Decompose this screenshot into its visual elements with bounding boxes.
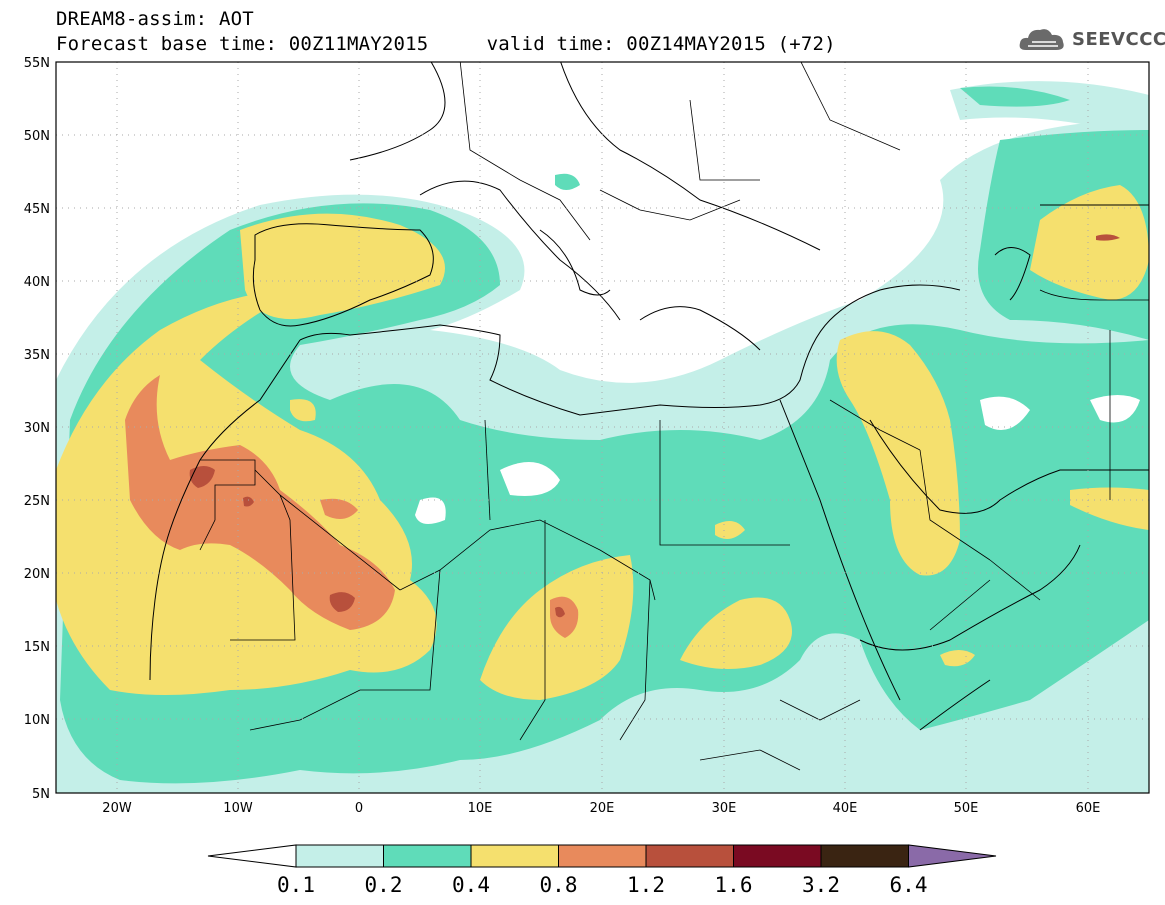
colorbar-segment — [470, 844, 559, 868]
colorbar-segment — [645, 844, 734, 868]
coastlines — [149, 62, 1149, 731]
lat-label: 45N — [24, 202, 50, 217]
lon-label: 10W — [223, 801, 253, 816]
colorbar-segment — [383, 844, 472, 868]
lon-label: 10E — [468, 801, 493, 816]
lat-label: 15N — [24, 640, 50, 655]
colorbar — [207, 844, 997, 868]
lon-label: 50E — [954, 801, 979, 816]
colorbar-label: 0.1 — [277, 873, 315, 897]
lat-label: 5N — [32, 787, 50, 802]
lon-label: 60E — [1076, 801, 1101, 816]
lat-label: 10N — [24, 713, 50, 728]
aot-clear-patches — [415, 395, 1140, 524]
seevccc-logo: SEEVCCC — [1018, 24, 1165, 54]
logo-text: SEEVCCC — [1072, 28, 1165, 50]
colorbar-label: 1.2 — [627, 873, 665, 897]
cloud-logo-icon — [1019, 29, 1064, 50]
lon-label: 30E — [712, 801, 737, 816]
lat-label: 50N — [24, 129, 50, 144]
colorbar-low-arrow — [207, 844, 297, 868]
colorbar-label: 1.6 — [715, 873, 753, 897]
forecast-time-subtitle: Forecast base time: 00Z11MAY2015 valid t… — [56, 33, 836, 55]
lat-label: 35N — [24, 348, 50, 363]
aot-level-1.2 — [189, 234, 1120, 618]
lon-label: 20E — [590, 801, 615, 816]
colorbar-label: 0.4 — [452, 873, 490, 897]
lat-label: 20N — [24, 567, 50, 582]
colorbar-label: 3.2 — [802, 873, 840, 897]
latitude-labels: 55N 50N 45N 40N 35N 30N 25N 20N 15N 10N … — [24, 56, 50, 802]
aot-level-0.8 — [125, 375, 579, 638]
lat-label: 25N — [24, 494, 50, 509]
map-frame — [55, 61, 1150, 794]
colorbar-label: 0.8 — [540, 873, 578, 897]
colorbar-segment — [295, 844, 384, 868]
colorbar-segment — [558, 844, 647, 868]
chart-title: DREAM8-assim: AOT — [56, 8, 254, 30]
lat-label: 55N — [24, 56, 50, 71]
colorbar-labels: 0.1 0.2 0.4 0.8 1.2 1.6 3.2 6.4 — [277, 873, 927, 897]
graticule — [56, 62, 1149, 793]
lon-label: 20W — [102, 801, 132, 816]
longitude-labels: 20W 10W 0 10E 20E 30E 40E 50E 60E — [102, 801, 1100, 816]
lat-label: 40N — [24, 275, 50, 290]
colorbar-label: 6.4 — [890, 873, 928, 897]
colorbar-high-arrow — [908, 844, 997, 868]
lon-label: 0 — [355, 801, 363, 816]
lon-label: 40E — [833, 801, 858, 816]
lat-label: 30N — [24, 421, 50, 436]
colorbar-label: 0.2 — [365, 873, 403, 897]
colorbar-segment — [820, 844, 909, 868]
country-borders — [199, 62, 1149, 771]
colorbar-segment — [733, 844, 822, 868]
